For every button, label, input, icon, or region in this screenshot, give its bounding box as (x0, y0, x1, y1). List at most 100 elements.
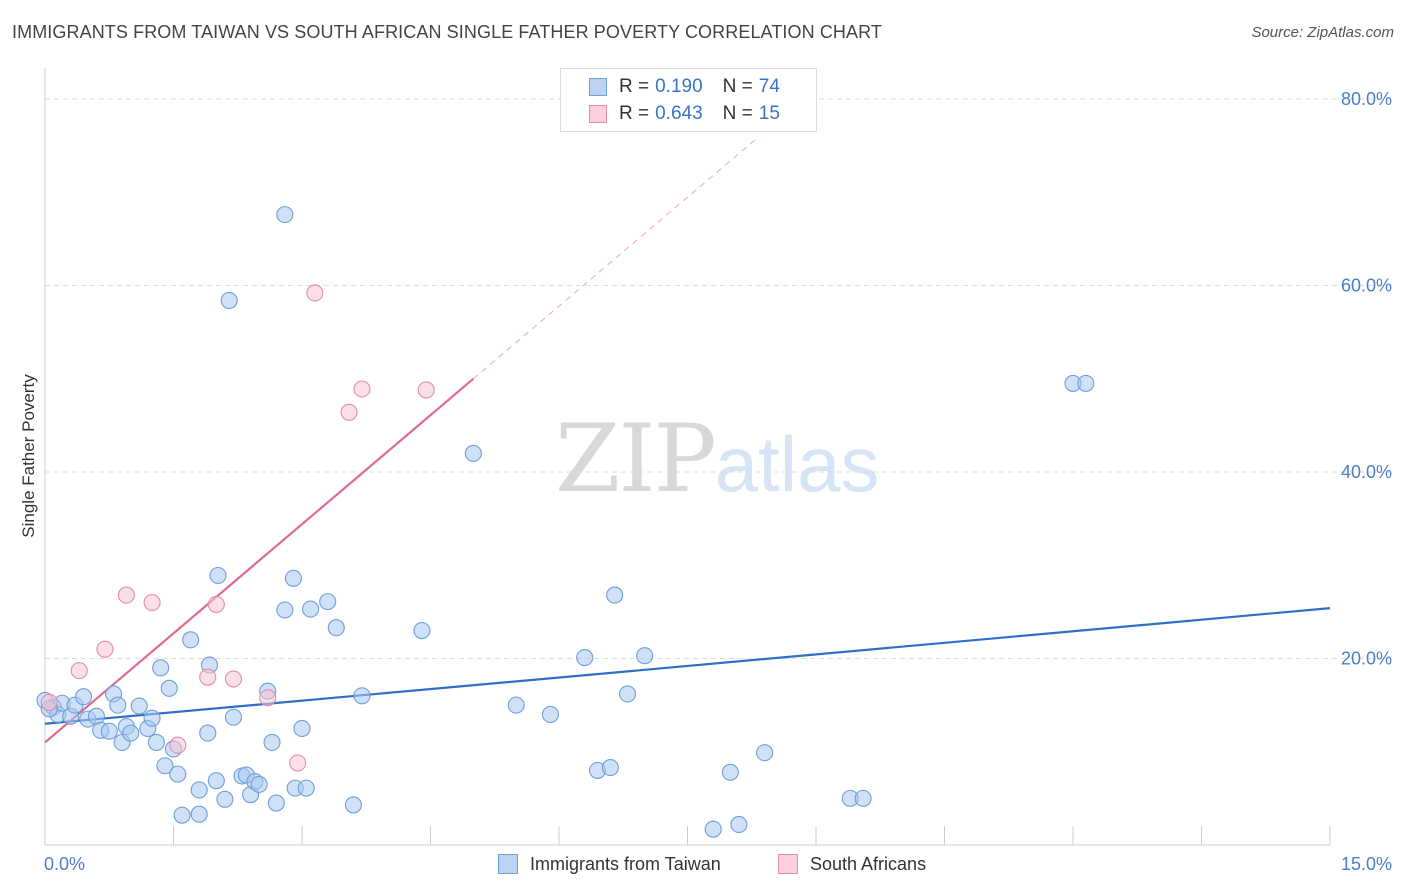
point-south-africans (169, 736, 187, 754)
point-taiwan (156, 757, 174, 775)
point-taiwan (606, 586, 624, 604)
legend-r-label: R = (619, 76, 650, 97)
y-tick-label: 60.0% (1341, 276, 1392, 296)
tick-labels: 20.0% 40.0% 60.0% 80.0% 0.0% 15.0% (44, 89, 1392, 874)
point-taiwan (353, 687, 371, 705)
point-taiwan (276, 206, 294, 224)
y-tick-label: 80.0% (1341, 89, 1392, 109)
point-taiwan (756, 744, 774, 762)
watermark-atlas: atlas (714, 420, 880, 508)
point-taiwan (207, 772, 225, 790)
grid-lines (45, 98, 1392, 659)
point-taiwan (413, 621, 431, 640)
trend-line-south-africans (44, 377, 475, 744)
point-taiwan (267, 794, 285, 812)
point-south-africans (224, 670, 243, 688)
point-taiwan (152, 659, 170, 677)
y-tick-label: 20.0% (1341, 649, 1392, 669)
legend-n-label: N = (722, 76, 753, 97)
point-south-africans (259, 689, 277, 707)
legend-n-value-taiwan: 74 (758, 76, 780, 97)
point-taiwan (344, 796, 362, 814)
point-south-africans (199, 668, 217, 686)
legend-r-value-taiwan: 0.190 (655, 76, 703, 97)
point-taiwan (224, 708, 243, 726)
point-taiwan (109, 696, 127, 714)
point-taiwan (122, 724, 140, 742)
point-taiwan (541, 705, 559, 724)
point-taiwan (190, 781, 208, 799)
source-credit: Source: ZipAtlas.com (1251, 24, 1394, 41)
point-taiwan (636, 647, 654, 665)
series-legend-south-africans: South Africans (778, 850, 926, 878)
watermark: ZIPatlas (555, 405, 879, 514)
legend-swatch-south-africans (589, 105, 607, 123)
series-name-south-africans: South Africans (810, 853, 927, 874)
point-taiwan (169, 765, 187, 783)
legend-n-label: N = (722, 103, 753, 124)
trend-extension-south-africans (473, 138, 757, 380)
point-taiwan (147, 733, 165, 751)
point-taiwan (327, 619, 345, 637)
point-taiwan (704, 820, 722, 838)
point-taiwan (220, 291, 238, 309)
point-taiwan (730, 815, 748, 834)
point-south-africans (70, 662, 88, 680)
watermark-zip: ZIP (555, 405, 717, 514)
point-taiwan (216, 790, 234, 808)
point-south-africans (40, 693, 58, 711)
point-taiwan (1077, 374, 1095, 392)
y-tick-label: 40.0% (1341, 462, 1392, 482)
chart-title: IMMIGRANTS FROM TAIWAN VS SOUTH AFRICAN … (12, 22, 883, 42)
point-taiwan (100, 722, 118, 740)
point-south-africans (117, 586, 135, 604)
legend-row-south-africans: R = 0.643 N = 15 (589, 100, 780, 128)
point-taiwan (302, 600, 320, 618)
point-south-africans (289, 754, 307, 772)
series-swatch-south-africans (778, 854, 798, 874)
point-taiwan (75, 688, 93, 706)
legend-r-value-south-africans: 0.643 (655, 103, 703, 124)
point-south-africans (207, 595, 225, 613)
point-taiwan (160, 679, 178, 697)
x-tick-label: 15.0% (1341, 854, 1392, 874)
axes (44, 68, 1331, 846)
legend-n-value-south-africans: 15 (758, 103, 780, 124)
point-taiwan (209, 566, 227, 585)
point-taiwan (293, 719, 311, 737)
series-name-taiwan: Immigrants from Taiwan (530, 853, 721, 874)
point-south-africans (96, 640, 114, 658)
point-taiwan (284, 569, 302, 587)
legend-swatch-taiwan (589, 78, 607, 96)
trend-line-taiwan (44, 607, 1331, 725)
x-tick-label: 0.0% (44, 854, 85, 874)
point-taiwan (263, 733, 281, 751)
stats-legend: R = 0.190 N = 74 R = 0.643 N = 15 (560, 68, 817, 132)
series-swatch-taiwan (498, 854, 518, 874)
point-taiwan (618, 685, 637, 703)
legend-r-label: R = (619, 103, 650, 124)
point-taiwan (601, 759, 619, 777)
series-legend-taiwan: Immigrants from Taiwan (498, 850, 721, 878)
point-taiwan (721, 763, 739, 781)
point-south-africans (340, 403, 358, 421)
point-taiwan (276, 601, 294, 619)
data-points (36, 206, 1095, 838)
point-taiwan (464, 444, 482, 462)
trend-lines (44, 138, 1331, 744)
point-south-africans (306, 284, 324, 302)
point-taiwan (143, 709, 161, 727)
point-taiwan (319, 593, 337, 611)
point-taiwan (297, 779, 315, 797)
point-taiwan (130, 697, 148, 715)
legend-row-taiwan: R = 0.190 N = 74 (589, 73, 780, 101)
point-south-africans (417, 381, 435, 399)
point-south-africans (353, 380, 371, 398)
y-axis-label: Single Father Poverty (19, 374, 38, 538)
point-taiwan (507, 696, 525, 714)
point-taiwan (250, 775, 268, 793)
point-south-africans (143, 593, 161, 612)
point-taiwan (576, 649, 594, 667)
point-taiwan (173, 806, 191, 824)
